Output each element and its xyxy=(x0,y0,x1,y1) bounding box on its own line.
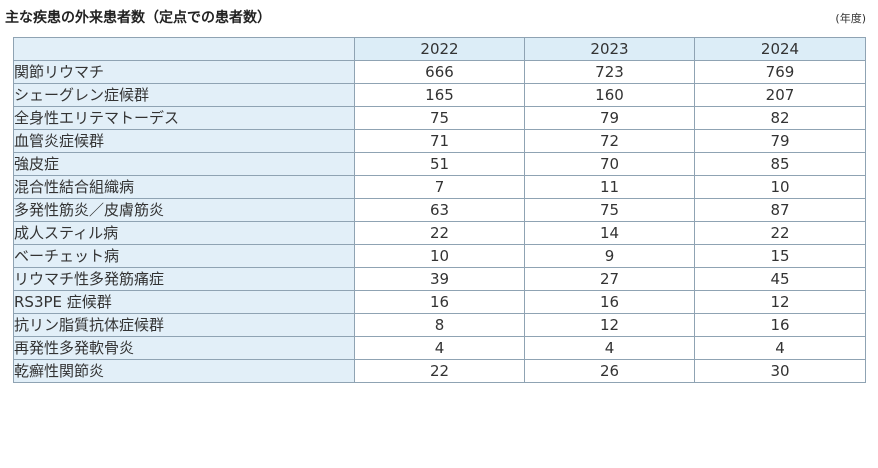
table-row: 再発性多発軟骨炎 4 4 4 xyxy=(13,336,866,360)
count-cell: 22 xyxy=(694,221,866,245)
count-cell: 27 xyxy=(524,267,695,291)
count-cell: 7 xyxy=(354,175,525,199)
count-cell: 26 xyxy=(524,359,695,383)
header-row: 2022 2023 2024 xyxy=(13,37,866,61)
table-row: リウマチ性多発筋痛症 39 27 45 xyxy=(13,267,866,291)
table-row: 関節リウマチ 666 723 769 xyxy=(13,60,866,84)
count-cell: 85 xyxy=(694,152,866,176)
disease-name-cell: シェーグレン症候群 xyxy=(13,83,355,107)
table-row: 血管炎症候群 71 72 79 xyxy=(13,129,866,153)
disease-name-cell: 全身性エリテマトーデス xyxy=(13,106,355,130)
count-cell: 165 xyxy=(354,83,525,107)
count-cell: 15 xyxy=(694,244,866,268)
count-cell: 207 xyxy=(694,83,866,107)
table-row: RS3PE 症候群 16 16 12 xyxy=(13,290,866,314)
disease-name-cell: リウマチ性多発筋痛症 xyxy=(13,267,355,291)
count-cell: 45 xyxy=(694,267,866,291)
count-cell: 22 xyxy=(354,359,525,383)
count-cell: 72 xyxy=(524,129,695,153)
table-row: 混合性結合組織病 7 11 10 xyxy=(13,175,866,199)
count-cell: 79 xyxy=(694,129,866,153)
column-header: 2023 xyxy=(524,37,695,61)
disease-name-cell: 多発性筋炎／皮膚筋炎 xyxy=(13,198,355,222)
column-header: 2024 xyxy=(694,37,866,61)
table-row: 抗リン脂質抗体症候群 8 12 16 xyxy=(13,313,866,337)
count-cell: 11 xyxy=(524,175,695,199)
count-cell: 16 xyxy=(524,290,695,314)
column-header: 2022 xyxy=(354,37,525,61)
disease-name-cell: 再発性多発軟骨炎 xyxy=(13,336,355,360)
count-cell: 8 xyxy=(354,313,525,337)
count-cell: 160 xyxy=(524,83,695,107)
count-cell: 4 xyxy=(524,336,695,360)
count-cell: 30 xyxy=(694,359,866,383)
table-row: 成人スティル病 22 14 22 xyxy=(13,221,866,245)
disease-name-cell: 抗リン脂質抗体症候群 xyxy=(13,313,355,337)
count-cell: 70 xyxy=(524,152,695,176)
count-cell: 51 xyxy=(354,152,525,176)
count-cell: 723 xyxy=(524,60,695,84)
disease-name-cell: 強皮症 xyxy=(13,152,355,176)
disease-name-cell: 血管炎症候群 xyxy=(13,129,355,153)
table-row: シェーグレン症候群 165 160 207 xyxy=(13,83,866,107)
count-cell: 75 xyxy=(354,106,525,130)
disease-name-cell: 混合性結合組織病 xyxy=(13,175,355,199)
count-cell: 12 xyxy=(524,313,695,337)
count-cell: 71 xyxy=(354,129,525,153)
count-cell: 87 xyxy=(694,198,866,222)
count-cell: 14 xyxy=(524,221,695,245)
table-row: 多発性筋炎／皮膚筋炎 63 75 87 xyxy=(13,198,866,222)
table-row: 乾癬性関節炎 22 26 30 xyxy=(13,359,866,383)
disease-name-cell: 乾癬性関節炎 xyxy=(13,359,355,383)
disease-name-cell: ベーチェット病 xyxy=(13,244,355,268)
disease-name-cell: 関節リウマチ xyxy=(13,60,355,84)
disease-name-cell: RS3PE 症候群 xyxy=(13,290,355,314)
unit-label: (年度) xyxy=(835,12,866,25)
count-cell: 9 xyxy=(524,244,695,268)
page-title: 主な疾患の外来患者数（定点での患者数） xyxy=(5,10,271,26)
count-cell: 22 xyxy=(354,221,525,245)
count-cell: 10 xyxy=(694,175,866,199)
count-cell: 4 xyxy=(694,336,866,360)
count-cell: 16 xyxy=(354,290,525,314)
count-cell: 82 xyxy=(694,106,866,130)
table-row: 強皮症 51 70 85 xyxy=(13,152,866,176)
count-cell: 16 xyxy=(694,313,866,337)
count-cell: 63 xyxy=(354,198,525,222)
table-row: 全身性エリテマトーデス 75 79 82 xyxy=(13,106,866,130)
count-cell: 4 xyxy=(354,336,525,360)
count-cell: 79 xyxy=(524,106,695,130)
count-cell: 12 xyxy=(694,290,866,314)
patient-table: 2022 2023 2024 関節リウマチ 666 723 769 シェーグレン症候群 1… xyxy=(13,37,866,383)
count-cell: 769 xyxy=(694,60,866,84)
header-blank-cell xyxy=(13,37,355,61)
count-cell: 10 xyxy=(354,244,525,268)
disease-name-cell: 成人スティル病 xyxy=(13,221,355,245)
count-cell: 666 xyxy=(354,60,525,84)
table-row: ベーチェット病 10 9 15 xyxy=(13,244,866,268)
count-cell: 39 xyxy=(354,267,525,291)
count-cell: 75 xyxy=(524,198,695,222)
